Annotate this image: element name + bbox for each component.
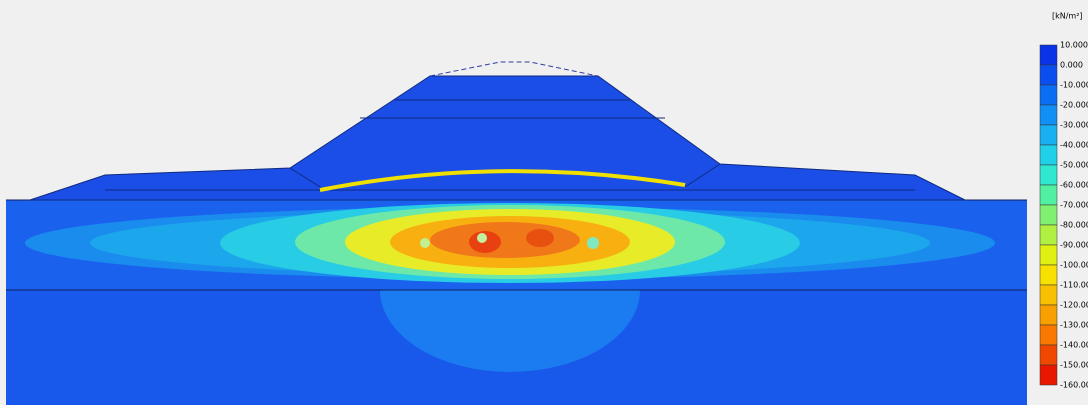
- page: [kN/m²] 10.000 0.000 -10.000 -20.000 -30.000…: [0, 0, 1088, 405]
- legend-swatch: [1040, 225, 1057, 245]
- legend-unit: [kN/m²]: [1052, 12, 1083, 21]
- legend-label: -40.000: [1060, 141, 1088, 150]
- legend-swatch: [1040, 325, 1057, 345]
- legend-swatch: [1040, 265, 1057, 285]
- legend-label: -20.000: [1060, 101, 1088, 110]
- legend-label: -100.000: [1060, 261, 1088, 270]
- contour-view: [kN/m²] 10.000 0.000 -10.000 -20.000 -30.000…: [0, 0, 1088, 405]
- contour-peak: [526, 229, 554, 247]
- legend-label: -30.000: [1060, 121, 1088, 130]
- legend-label: -50.000: [1060, 161, 1088, 170]
- legend-label: -110.000: [1060, 281, 1088, 290]
- contour-spot: [420, 238, 430, 248]
- legend-label: -60.000: [1060, 181, 1088, 190]
- legend-swatch: [1040, 65, 1057, 85]
- legend-label: -130.000: [1060, 321, 1088, 330]
- legend-label: -90.000: [1060, 241, 1088, 250]
- contour-spot: [477, 233, 487, 243]
- legend-swatch: [1040, 365, 1057, 385]
- legend-swatch: [1040, 285, 1057, 305]
- legend-swatch: [1040, 45, 1057, 65]
- legend-swatch: [1040, 125, 1057, 145]
- legend-label: -150.000: [1060, 361, 1088, 370]
- legend-swatch: [1040, 205, 1057, 225]
- legend-label: -120.000: [1060, 301, 1088, 310]
- legend-swatch: [1040, 245, 1057, 265]
- contour-spot: [587, 237, 599, 249]
- legend-swatch: [1040, 165, 1057, 185]
- legend-label: -80.000: [1060, 221, 1088, 230]
- legend-label: -160.000: [1060, 381, 1088, 390]
- legend-swatch: [1040, 185, 1057, 205]
- legend-label: -10.000: [1060, 81, 1088, 90]
- legend-label: -140.000: [1060, 341, 1088, 350]
- legend-swatch: [1040, 345, 1057, 365]
- legend-label: 0.000: [1060, 61, 1083, 70]
- legend-swatch: [1040, 145, 1057, 165]
- contour-7: [430, 222, 580, 258]
- legend-swatch: [1040, 105, 1057, 125]
- legend-swatch: [1040, 305, 1057, 325]
- legend-swatch: [1040, 85, 1057, 105]
- legend-label: -70.000: [1060, 201, 1088, 210]
- legend-label: 10.000: [1060, 41, 1088, 50]
